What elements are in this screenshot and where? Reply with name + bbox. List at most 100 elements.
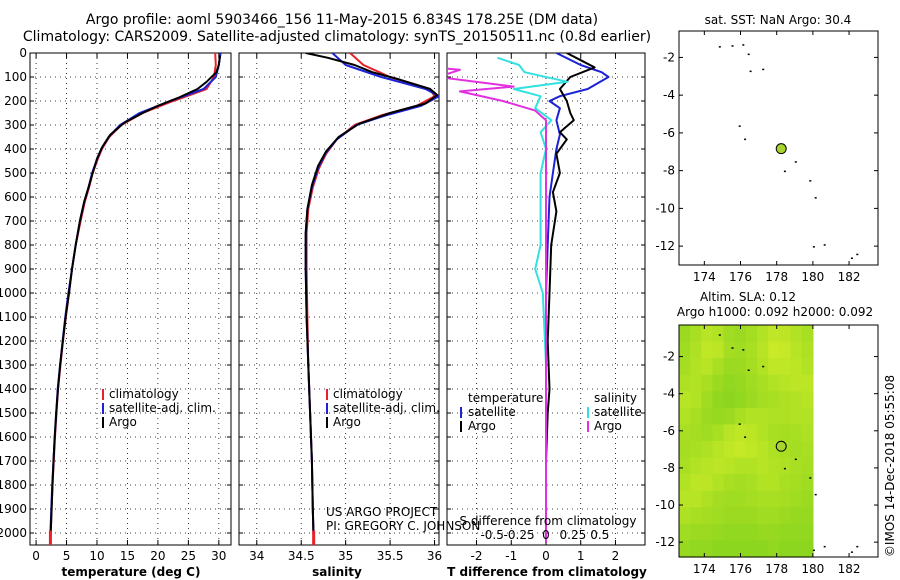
- sla_map-cell: [801, 325, 814, 343]
- salinity-xtick-label: 34.5: [288, 549, 315, 563]
- sla_map-cell: [734, 391, 747, 409]
- depth-tick-label: 1300: [0, 358, 27, 372]
- sla_map-cell: [790, 341, 803, 359]
- sla_map-cell: [690, 441, 702, 459]
- sla_map-cell: [690, 341, 702, 359]
- sla_map-cell: [701, 523, 714, 542]
- sla_map-cell: [679, 358, 691, 376]
- sla_map-cell: [690, 457, 702, 475]
- pi-annotation: PI: GREGORY C. JOHNSON: [326, 519, 480, 533]
- salinity-legend-label: satellite-adj. clim.: [333, 401, 440, 415]
- salinity-xtick-label: 36: [427, 549, 442, 563]
- sla_map-cell: [734, 358, 747, 376]
- sla_map-cell: [723, 424, 736, 442]
- salinity-series-satellite-adj-clim-: [304, 53, 439, 543]
- salinity-legend-label: Argo: [333, 415, 361, 429]
- difference-panel: -2 -1 0 1 2 T difference from climatology temp…: [446, 52, 647, 579]
- sla_map-ytick-label: -2: [663, 350, 675, 364]
- sla_map-cell: [723, 391, 736, 409]
- sst_map-xtick-label: 178: [765, 270, 788, 284]
- sla_map-cell: [679, 523, 691, 542]
- sla_map-cell: [790, 391, 803, 409]
- sst_map-panel: 174 176 178 180 182 -2 -4 -6 -8 -10 -12 sat. SST: N…: [655, 13, 879, 284]
- sla_map-cell: [801, 407, 814, 426]
- depth-tick-label: 2000: [0, 526, 27, 540]
- depth-tick-label: 1400: [0, 382, 27, 396]
- salinity-legend-label: climatology: [333, 387, 403, 401]
- sst_map-xtick-label: 176: [729, 270, 752, 284]
- sla_map-cell: [712, 490, 725, 508]
- sst_map-island: [718, 46, 721, 48]
- sla_map-cell: [723, 540, 736, 558]
- temperature-panel: 0 5 10 15 20 25 300100200300400500600700800900…: [0, 46, 232, 579]
- sst_map-island: [783, 170, 786, 173]
- sla_map-xtick-label: 176: [729, 562, 752, 576]
- sla_map-cell: [745, 490, 758, 508]
- sla_map-island: [718, 334, 721, 336]
- depth-tick-label: 800: [4, 238, 27, 252]
- maps-layer: 174 176 178 180 182 -2 -4 -6 -8 -10 -12 sat. SST: N…: [655, 13, 879, 576]
- salinity-xtick-label: 35.5: [377, 549, 404, 563]
- depth-tick-label: 1500: [0, 406, 27, 420]
- sla_map-cell: [701, 457, 714, 475]
- sla_map-island: [762, 365, 765, 368]
- sla_map-cell: [734, 507, 747, 525]
- difference-series-t-satellite: [545, 53, 610, 543]
- temperature-legend-label: satellite-adj. clim.: [109, 401, 216, 415]
- sla_map-cell: [757, 374, 769, 392]
- sla_map-island: [812, 549, 815, 552]
- sla_map-cell: [757, 490, 769, 508]
- difference-series-group: [447, 53, 610, 543]
- temperature-xtick-label: 10: [89, 549, 104, 563]
- difference-xtick-label: -2: [471, 549, 483, 563]
- sla_map-cell: [790, 523, 803, 542]
- difference-s-tick-label: 0.5: [590, 528, 609, 542]
- sla_map-cell: [757, 540, 769, 558]
- salinity-series-climatology: [305, 53, 436, 543]
- sst_map-island: [794, 161, 797, 163]
- sla_map-cell: [768, 441, 780, 459]
- sla_map-cell: [712, 540, 725, 558]
- salinity-frame: [238, 52, 440, 546]
- difference-series-t-argo: [545, 53, 596, 543]
- sla_map-xtick-label: 182: [838, 562, 861, 576]
- difference-series-s-satellite: [497, 56, 569, 543]
- sla_map-cell: [701, 540, 714, 558]
- temperature-series-argo: [49, 55, 221, 543]
- temperature-legend-label: climatology: [109, 387, 179, 401]
- sla_map-cell: [757, 391, 769, 409]
- sst_map-island: [812, 246, 815, 248]
- sla_map-cell: [690, 407, 702, 426]
- sla_map-island: [731, 347, 734, 349]
- difference-xtick-label: -1: [505, 549, 517, 563]
- sst_map-island: [809, 180, 812, 182]
- sla_map-cell: [712, 457, 725, 475]
- sla_map-island: [738, 423, 741, 425]
- sla_map-cell: [712, 407, 725, 426]
- figure-title-line1: Argo profile: aoml 5903466_156 11-May-20…: [86, 12, 598, 28]
- sla_map-cell: [757, 457, 769, 475]
- sst_map-xtick-label: 182: [838, 270, 861, 284]
- sla_map-frame: [678, 324, 879, 558]
- temperature-xtick-label: 5: [63, 549, 71, 563]
- sla_map-cell: [768, 457, 780, 475]
- sla_map-cell: [734, 490, 747, 508]
- sla_map-argo-marker: [775, 440, 787, 452]
- sla_map-cell: [790, 457, 803, 475]
- temperature-frame: [29, 52, 232, 546]
- temperature-series-climatology: [49, 53, 217, 543]
- sla_map-cell: [712, 523, 725, 542]
- sla_map-cell: [734, 407, 747, 426]
- sla_map-cell: [768, 424, 780, 442]
- temperature-legend-label: Argo: [109, 415, 137, 429]
- sla_map-cell: [790, 358, 803, 376]
- sla_map-cell: [745, 325, 758, 343]
- difference-series-s-argo: [447, 67, 547, 543]
- sst_map-island: [742, 44, 745, 46]
- sla_map-cell: [790, 374, 803, 392]
- sst_map-island: [814, 197, 817, 199]
- sla_map-cell: [801, 540, 814, 558]
- sla_map-cell: [779, 490, 792, 508]
- sla_map-cell: [745, 374, 758, 392]
- sla_map-cell: [779, 424, 792, 442]
